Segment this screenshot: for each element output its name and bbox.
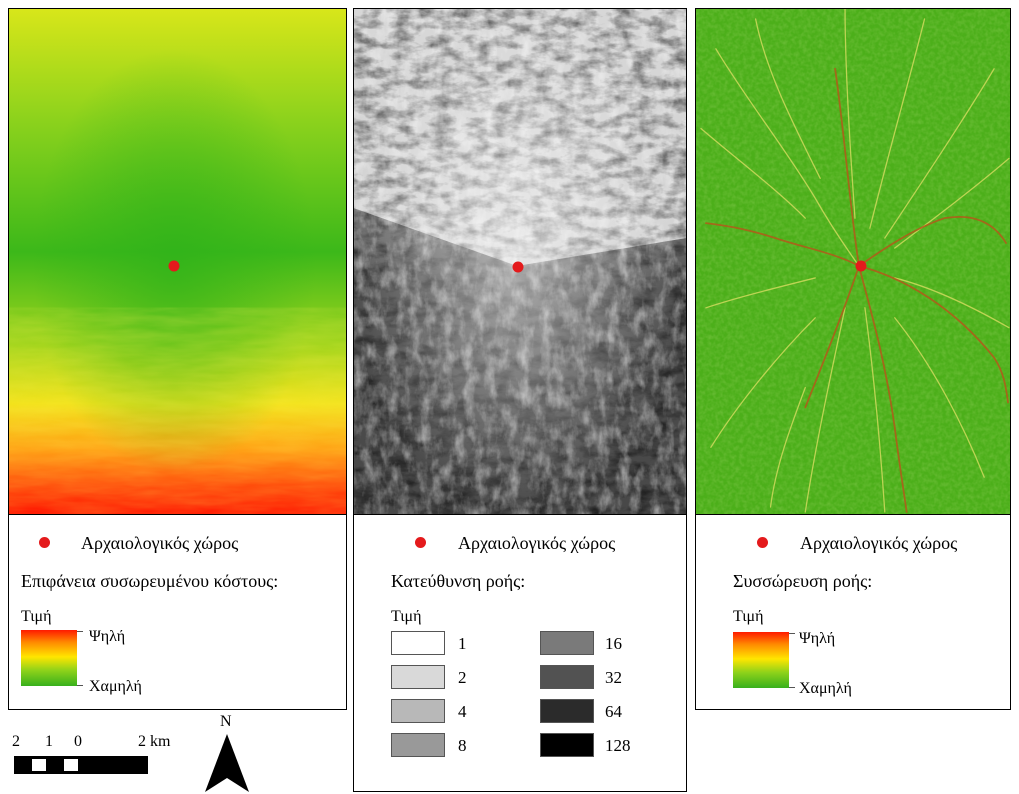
swatch-label: 32	[605, 668, 622, 687]
site-legend-label: Αρχαιολογικός χώρος	[81, 533, 239, 553]
cost-surface-map[interactable]	[8, 8, 347, 516]
site-legend-label: Αρχαιολογικός χώρος	[458, 533, 616, 553]
north-arrow: N	[205, 714, 249, 792]
swatch-label: 64	[605, 702, 622, 721]
scale-bar: 2 1 0 2 km	[8, 730, 188, 780]
site-legend-symbol	[39, 537, 50, 548]
scale-label: 2 km	[138, 733, 171, 750]
swatch-class-1	[391, 631, 445, 655]
scale-label: 1	[45, 733, 53, 750]
legend-value-label: Τιμή	[21, 608, 52, 625]
flow-accumulation-map[interactable]	[695, 8, 1011, 516]
swatch-class-64	[540, 699, 594, 723]
flow-direction-map[interactable]	[353, 8, 687, 516]
ramp-low-label: Χαμηλή	[89, 678, 142, 695]
swatch-label: 4	[458, 702, 467, 721]
flow-accumulation-legend: Αρχαιολογικός χώρος Συσσώρευση ροής: Τιμ…	[695, 514, 1011, 710]
site-legend-symbol	[757, 537, 768, 548]
swatch-label: 16	[605, 634, 622, 653]
swatch-class-8	[391, 733, 445, 757]
scale-label: 2	[12, 733, 20, 750]
ramp-low-label: Χαμηλή	[799, 680, 852, 697]
swatch-class-16	[540, 631, 594, 655]
swatch-class-32	[540, 665, 594, 689]
scale-bar-graphic	[14, 756, 148, 774]
site-legend-symbol	[415, 537, 426, 548]
site-marker[interactable]	[855, 260, 867, 272]
ramp-tick-high	[789, 633, 795, 634]
legend-title: Κατεύθυνση ροής:	[391, 571, 526, 591]
legend-title: Επιφάνεια συσωρευμένου κόστους:	[21, 571, 279, 591]
swatch-class-128	[540, 733, 594, 757]
site-legend-label: Αρχαιολογικός χώρος	[800, 533, 958, 553]
swatch-label: 2	[458, 668, 467, 687]
legend-title: Συσσώρευση ροής:	[733, 571, 873, 591]
legend-value-label: Τιμή	[391, 608, 422, 625]
legend-value-label: Τιμή	[733, 608, 764, 625]
ramp-tick-low	[789, 687, 795, 688]
swatch-label: 1	[458, 634, 467, 653]
site-marker[interactable]	[512, 261, 524, 273]
swatch-class-4	[391, 699, 445, 723]
ramp-high-label: Ψηλή	[89, 628, 126, 645]
swatch-class-2	[391, 665, 445, 689]
ramp-high-label: Ψηλή	[799, 630, 836, 647]
swatch-label: 128	[605, 736, 631, 755]
north-label: N	[220, 713, 232, 730]
ramp-tick-low	[77, 685, 83, 686]
scale-label: 0	[74, 733, 82, 750]
flow-direction-legend: Αρχαιολογικός χώρος Κατεύθυνση ροής: Τιμ…	[353, 514, 687, 792]
swatch-label: 8	[458, 736, 467, 755]
ramp-tick-high	[77, 631, 83, 632]
north-arrow-icon	[205, 734, 249, 792]
color-ramp	[733, 632, 789, 688]
color-ramp	[21, 630, 77, 686]
flow-accumulation-raster	[696, 9, 1010, 515]
cost-surface-legend: Αρχαιολογικός χώρος Επιφάνεια συσωρευμέν…	[8, 514, 347, 710]
site-marker[interactable]	[168, 260, 180, 272]
